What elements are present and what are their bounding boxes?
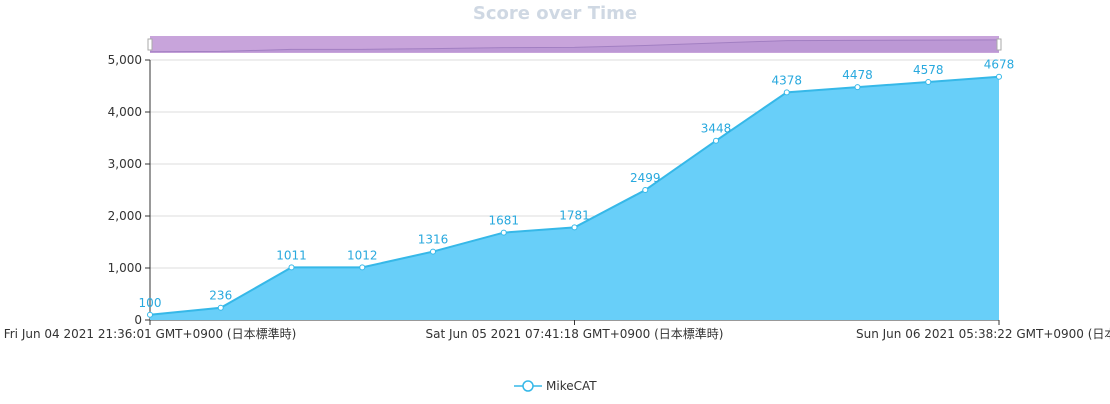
data-point[interactable]: [217, 304, 224, 311]
series-area-fill: [150, 76, 999, 320]
data-label: 4378: [771, 73, 802, 87]
chart-title: Score over Time: [473, 3, 637, 24]
data-label: 4478: [842, 68, 873, 82]
y-tick-label: 3,000: [108, 157, 142, 171]
data-point[interactable]: [996, 73, 1002, 80]
data-labels: 100 236 1011 1012 1316 1681 1781 2499 3448 4378 44…: [139, 58, 1015, 310]
data-label: 1012: [347, 248, 378, 262]
series-area: [149, 75, 1000, 320]
data-point[interactable]: [500, 229, 507, 236]
data-zoom-slider[interactable]: [147, 36, 1002, 53]
y-tick-label: 5,000: [108, 53, 142, 67]
data-label: 1681: [488, 214, 519, 228]
data-label: 4578: [913, 63, 944, 77]
slider-preview-line: [149, 39, 1000, 53]
x-tick-label: Sat Jun 05 2021 07:41:18 GMT+0900 (日本標準時…: [426, 326, 724, 341]
data-label: 236: [209, 289, 232, 303]
y-tick-label: 1,000: [108, 261, 142, 275]
y-tick-label: 0: [134, 313, 142, 327]
data-point[interactable]: [783, 89, 790, 96]
slider-right-handle[interactable]: [996, 38, 1002, 51]
data-point[interactable]: [430, 248, 436, 255]
data-point[interactable]: [642, 187, 649, 194]
data-point[interactable]: [147, 311, 153, 318]
legend-marker-icon: [522, 380, 534, 392]
data-point[interactable]: [713, 137, 719, 144]
data-point[interactable]: [288, 264, 295, 271]
data-point[interactable]: [854, 84, 861, 91]
data-label: 2499: [630, 171, 661, 185]
data-label: 1011: [276, 248, 307, 262]
y-axis: 0 1,000 2,000 3,000 4,000 5,000: [108, 53, 151, 327]
data-points[interactable]: [147, 73, 1002, 318]
data-label: 3448: [701, 122, 732, 136]
data-label: 100: [139, 296, 162, 310]
y-tick-label: 4,000: [108, 105, 142, 119]
data-label: 1316: [418, 233, 449, 247]
slider-preview-area: [150, 39, 999, 52]
data-point[interactable]: [925, 78, 932, 85]
x-axis: Fri Jun 04 2021 21:36:01 GMT+0900 (日本標準時…: [4, 319, 1110, 341]
legend-series-label[interactable]: MikeCAT: [546, 379, 597, 393]
data-point[interactable]: [571, 224, 578, 231]
slider-left-handle[interactable]: [147, 38, 153, 51]
legend[interactable]: MikeCAT: [514, 379, 597, 393]
y-tick-label: 2,000: [108, 209, 142, 223]
data-point[interactable]: [359, 264, 366, 271]
data-label: 1781: [559, 208, 590, 222]
x-tick-label: Sun Jun 06 2021 05:38:22 GMT+0900 (日本標: [856, 327, 1110, 341]
x-tick-label: Fri Jun 04 2021 21:36:01 GMT+0900 (日本標準時…: [4, 326, 297, 341]
data-label: 4678: [984, 58, 1015, 72]
